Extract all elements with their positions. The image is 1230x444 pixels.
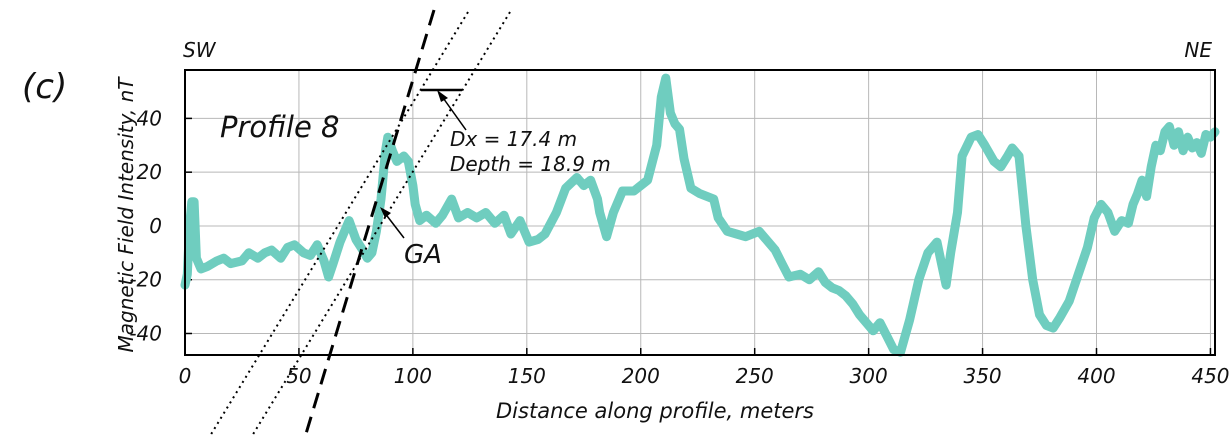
axis-ticks: 0 50 100 150 200 250 300 350 400 450 -40 -20 0 20 40 xyxy=(129,106,1229,388)
x-tick-label: 250 xyxy=(736,364,774,388)
y-tick-label: 0 xyxy=(149,214,162,238)
corner-label-sw: SW xyxy=(183,38,217,62)
x-axis-label: Distance along profile, meters xyxy=(496,399,814,423)
ga-pointer xyxy=(383,211,405,239)
y-tick-label: -20 xyxy=(129,268,162,292)
profile-annotation: Profile 8 xyxy=(220,110,339,144)
y-tick-label: 40 xyxy=(137,106,162,130)
x-tick-label: 100 xyxy=(394,364,432,388)
x-tick-label: 200 xyxy=(622,364,660,388)
series-line xyxy=(180,73,1220,357)
x-tick-label: 350 xyxy=(963,364,1001,388)
panel-label: (c) xyxy=(22,67,67,107)
interpretation-lines xyxy=(209,9,511,438)
dx-pointer xyxy=(440,94,467,131)
x-tick-label: 50 xyxy=(286,364,311,388)
dx-arrowhead xyxy=(437,90,448,102)
plot-frame xyxy=(184,69,1216,356)
y-tick-label: -40 xyxy=(129,321,162,345)
x-tick-label: 400 xyxy=(1077,364,1115,388)
y-axis-label: Magnetic Field Intensity, nT xyxy=(114,76,138,353)
ga-arrowhead xyxy=(380,207,391,218)
x-tick-label: 150 xyxy=(508,364,546,388)
ga-annotation: GA xyxy=(404,240,442,270)
grid xyxy=(185,70,1215,355)
corner-label-ne: NE xyxy=(1184,38,1212,62)
y-tick-label: 20 xyxy=(137,160,162,184)
x-tick-label: 450 xyxy=(1191,364,1229,388)
depth-annotation: Depth = 18.9 m xyxy=(450,152,611,176)
dx-annotation: Dx = 17.4 m xyxy=(450,127,577,151)
x-tick-label: 0 xyxy=(179,364,192,388)
x-tick-label: 300 xyxy=(850,364,888,388)
